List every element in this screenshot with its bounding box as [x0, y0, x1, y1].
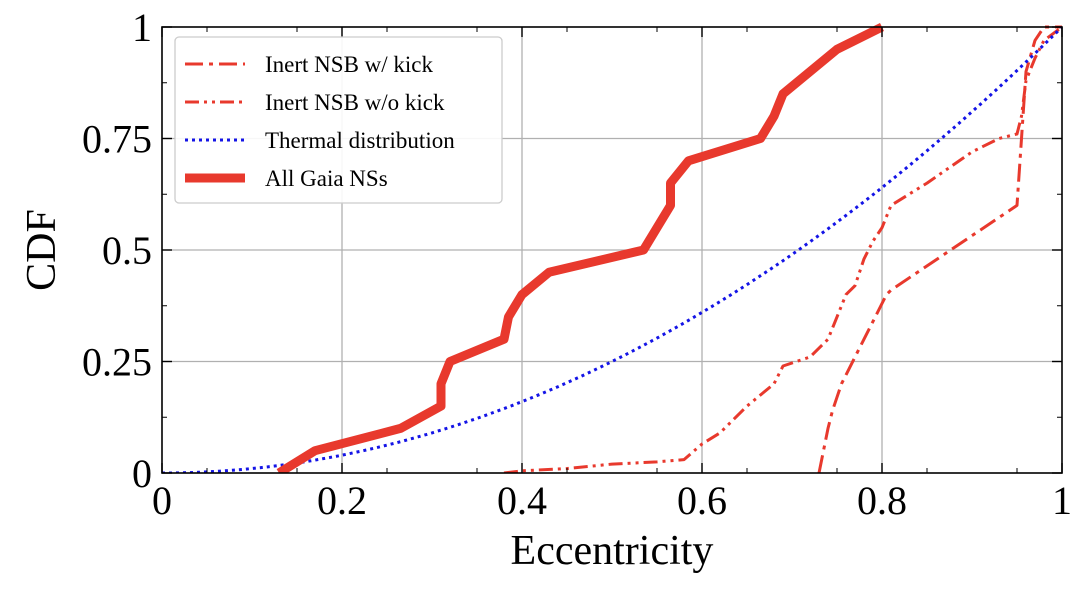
legend-label: All Gaia NSs: [265, 166, 388, 191]
x-axis-label: Eccentricity: [511, 528, 714, 574]
x-tick-label: 0.6: [677, 478, 727, 523]
y-tick-label: 1: [132, 5, 152, 50]
legend-box: [174, 36, 503, 204]
series-line-0: [817, 25, 1062, 473]
x-tick-label: 0.4: [497, 478, 547, 523]
legend-label: Thermal distribution: [265, 128, 455, 153]
series-line-3: [276, 22, 884, 473]
tick-labels: 0 0.2 0.4 0.6 0.8 1 0 0.25 0.5 0.75 1: [82, 5, 1072, 523]
y-tick-label: 0.25: [82, 340, 152, 385]
y-tick-label: 0: [132, 451, 152, 496]
x-tick-label: 0.2: [317, 478, 367, 523]
series-layer: [162, 22, 1062, 473]
y-tick-label: 0.75: [82, 117, 152, 162]
legend-label: Inert NSB w/o kick: [265, 90, 445, 115]
legend-label: Inert NSB w/ kick: [265, 52, 434, 77]
y-tick-label: 0.5: [102, 228, 152, 273]
series-line-1: [503, 25, 1062, 473]
x-tick-label: 0: [152, 478, 172, 523]
series-line-2: [162, 25, 1062, 473]
legend: Inert NSB w/ kick Inert NSB w/o kick Therm…: [174, 36, 503, 204]
axis-ticks: [161, 26, 1063, 474]
x-tick-label: 0.8: [857, 478, 907, 523]
y-axis-label: CDF: [19, 209, 65, 291]
x-tick-label: 1: [1052, 478, 1072, 523]
